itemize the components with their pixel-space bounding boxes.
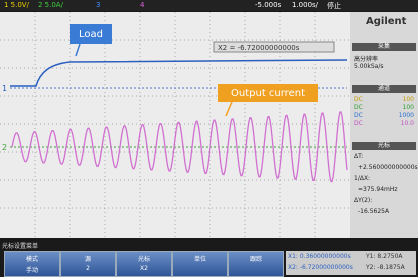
softkey[interactable]: 单位 [172, 251, 228, 277]
softkey-label: 源 [61, 254, 115, 263]
softkey[interactable]: 光标 X2 [116, 251, 172, 277]
softkey-value: X2 [117, 265, 171, 272]
brand: Agilent [366, 16, 406, 27]
channel-coupling: DC [354, 120, 363, 127]
softkey-label: 模式 [5, 254, 59, 263]
ch2-scale: 2 5.0A/ [38, 1, 63, 9]
section-title: 光标 [352, 142, 416, 150]
marker: 2 [2, 143, 7, 152]
softkey-label: 光标 [117, 254, 171, 263]
timebase: 1.000s/ [292, 1, 318, 9]
softkey-label: 单位 [173, 254, 227, 263]
channel-probe: 1000 [399, 112, 414, 119]
channel-coupling: DC [354, 112, 363, 119]
readout: X2: -6.72000000000s [288, 264, 353, 271]
menu-title: 光标设置菜单 [2, 241, 38, 250]
load-label: Load [79, 29, 103, 40]
readout: Y2: -8.1875A [366, 264, 405, 271]
channel-coupling: DC [354, 96, 363, 103]
position: -5.000s [255, 1, 281, 9]
softkey-label: 跟踪 [229, 254, 283, 263]
cursor-line-text: =375.94mHz [358, 186, 398, 193]
channel-probe: 10.0 [401, 120, 414, 127]
softkey[interactable]: 跟踪 [228, 251, 284, 277]
cursor-line-text: ΔY(2): [354, 197, 372, 204]
ch1-scale: 1 5.0V/ [4, 1, 29, 9]
readout: Y1: 8.2750A [366, 253, 403, 260]
channel-probe: 100 [403, 96, 414, 103]
channel-coupling: DC [354, 104, 363, 111]
scope-screen: 1 5.0V/ 2 5.0A/ 3 4 -5.000s 1.000s/ 停止 L… [0, 0, 418, 277]
softkey-value: 2 [61, 265, 115, 272]
cursor-readout: X2 = -6.72000000000s [218, 44, 300, 52]
waveform-area: Load Output current X2 = -6.72000000000s… [0, 12, 350, 238]
cursor-line-text: 1/ΔX: [354, 175, 370, 182]
acquire-line: 高分辨率 [354, 54, 378, 63]
cursor-line-text: ΔT: [354, 153, 363, 160]
softkey[interactable]: 模式手动 [4, 251, 60, 277]
acquire-line: 5.00kSa/s [354, 63, 383, 70]
ch3-scale: 3 [96, 1, 100, 9]
readout: X1: 0.36000000000s [288, 253, 351, 260]
section-title: 采集 [352, 43, 416, 51]
softkey-value: 手动 [5, 265, 59, 274]
section-title: 通道 [352, 85, 416, 93]
channel-probe: 100 [403, 104, 414, 111]
marker: 1 [2, 84, 7, 93]
ch4-scale: 4 [140, 1, 144, 9]
current-label: Output current [231, 88, 305, 99]
cursor-line-text: +2.560000000000s [358, 164, 418, 171]
cursor-line-text: -16.5625A [358, 208, 389, 215]
status: 停止 [327, 1, 341, 11]
